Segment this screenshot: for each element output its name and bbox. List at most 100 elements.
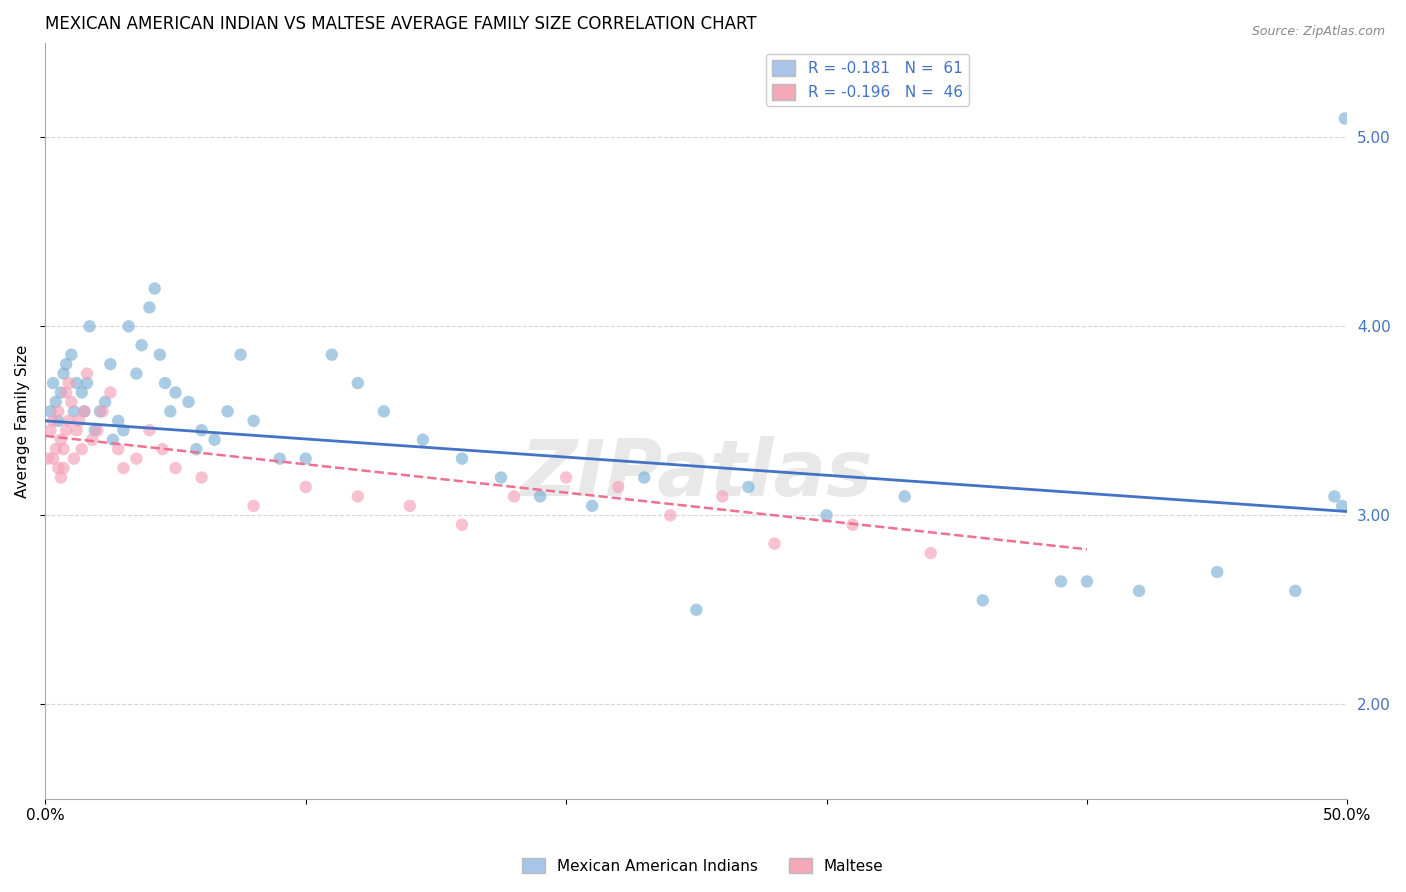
Point (321, 348, 343, 362)
Point (269, 451, 291, 466)
Point (46, 461, 69, 475)
Point (373, 404, 395, 418)
Point (42, 414, 65, 428)
Point (107, 414, 129, 428)
Point (49, 433, 72, 447)
Legend: Mexican American Indians, Maltese: Mexican American Indians, Maltese (516, 852, 890, 880)
Point (489, 470, 512, 484)
Point (70, 385, 93, 400)
Point (76, 376, 98, 390)
Point (1206, 565, 1229, 579)
Point (1050, 574, 1073, 589)
Legend: R = -0.181   N =  61, R = -0.196   N =  46: R = -0.181 N = 61, R = -0.196 N = 46 (766, 54, 969, 106)
Point (1284, 583, 1306, 598)
Point (125, 367, 148, 381)
Point (101, 433, 124, 447)
Point (1331, 499, 1354, 513)
Point (893, 490, 915, 504)
Point (138, 301, 160, 315)
Point (1076, 574, 1098, 589)
Point (60, 395, 83, 409)
Point (165, 461, 187, 475)
Point (177, 395, 200, 409)
Point (138, 423, 160, 437)
Point (1323, 490, 1346, 504)
Text: MEXICAN AMERICAN INDIAN VS MALTESE AVERAGE FAMILY SIZE CORRELATION CHART: MEXICAN AMERICAN INDIAN VS MALTESE AVERA… (45, 15, 756, 33)
Point (100, 357, 122, 371)
Point (55, 385, 77, 400)
Point (346, 490, 368, 504)
Point (83, 423, 105, 437)
Point (52, 367, 75, 381)
Point (685, 603, 707, 617)
Point (143, 281, 166, 295)
Point (94, 395, 117, 409)
Y-axis label: Average Family Size: Average Family Size (15, 344, 30, 498)
Point (763, 536, 786, 550)
Point (67, 414, 90, 428)
Point (73, 404, 96, 418)
Point (107, 442, 129, 457)
Point (79, 319, 101, 334)
Text: ZIPatlas: ZIPatlas (520, 435, 873, 512)
Point (815, 508, 838, 523)
Point (503, 490, 526, 504)
Point (91, 404, 114, 418)
Point (920, 546, 942, 560)
Point (55, 357, 77, 371)
Point (46, 414, 69, 428)
Text: Source: ZipAtlas.com: Source: ZipAtlas.com (1251, 25, 1385, 38)
Point (555, 470, 578, 484)
Point (242, 499, 264, 513)
Point (972, 593, 994, 607)
Point (70, 442, 93, 457)
Point (633, 470, 655, 484)
Point (152, 442, 174, 457)
Point (55, 423, 77, 437)
Point (204, 433, 226, 447)
Point (451, 451, 474, 466)
Point (242, 414, 264, 428)
Point (841, 517, 863, 532)
Point (153, 376, 176, 390)
Point (159, 404, 181, 418)
Point (346, 376, 368, 390)
Point (412, 433, 434, 447)
Point (45, 395, 67, 409)
Point (73, 404, 96, 418)
Point (37, 451, 59, 466)
Point (186, 442, 208, 457)
Point (581, 499, 603, 513)
Point (76, 367, 98, 381)
Point (65, 376, 87, 390)
Point (112, 461, 135, 475)
Point (52, 442, 75, 457)
Point (58, 414, 80, 428)
Point (711, 490, 734, 504)
Point (49, 385, 72, 400)
Point (217, 404, 239, 418)
Point (229, 348, 252, 362)
Point (294, 451, 316, 466)
Point (52, 461, 75, 475)
Point (46, 404, 69, 418)
Point (112, 423, 135, 437)
Point (65, 423, 87, 437)
Point (63, 404, 86, 418)
Point (42, 451, 65, 466)
Point (86, 423, 108, 437)
Point (63, 451, 86, 466)
Point (58, 376, 80, 390)
Point (39, 423, 62, 437)
Point (165, 385, 187, 400)
Point (399, 499, 422, 513)
Point (451, 517, 474, 532)
Point (190, 423, 212, 437)
Point (39, 404, 62, 418)
Point (45, 442, 67, 457)
Point (125, 451, 148, 466)
Point (149, 348, 172, 362)
Point (1128, 583, 1150, 598)
Point (42, 376, 65, 390)
Point (131, 338, 153, 352)
